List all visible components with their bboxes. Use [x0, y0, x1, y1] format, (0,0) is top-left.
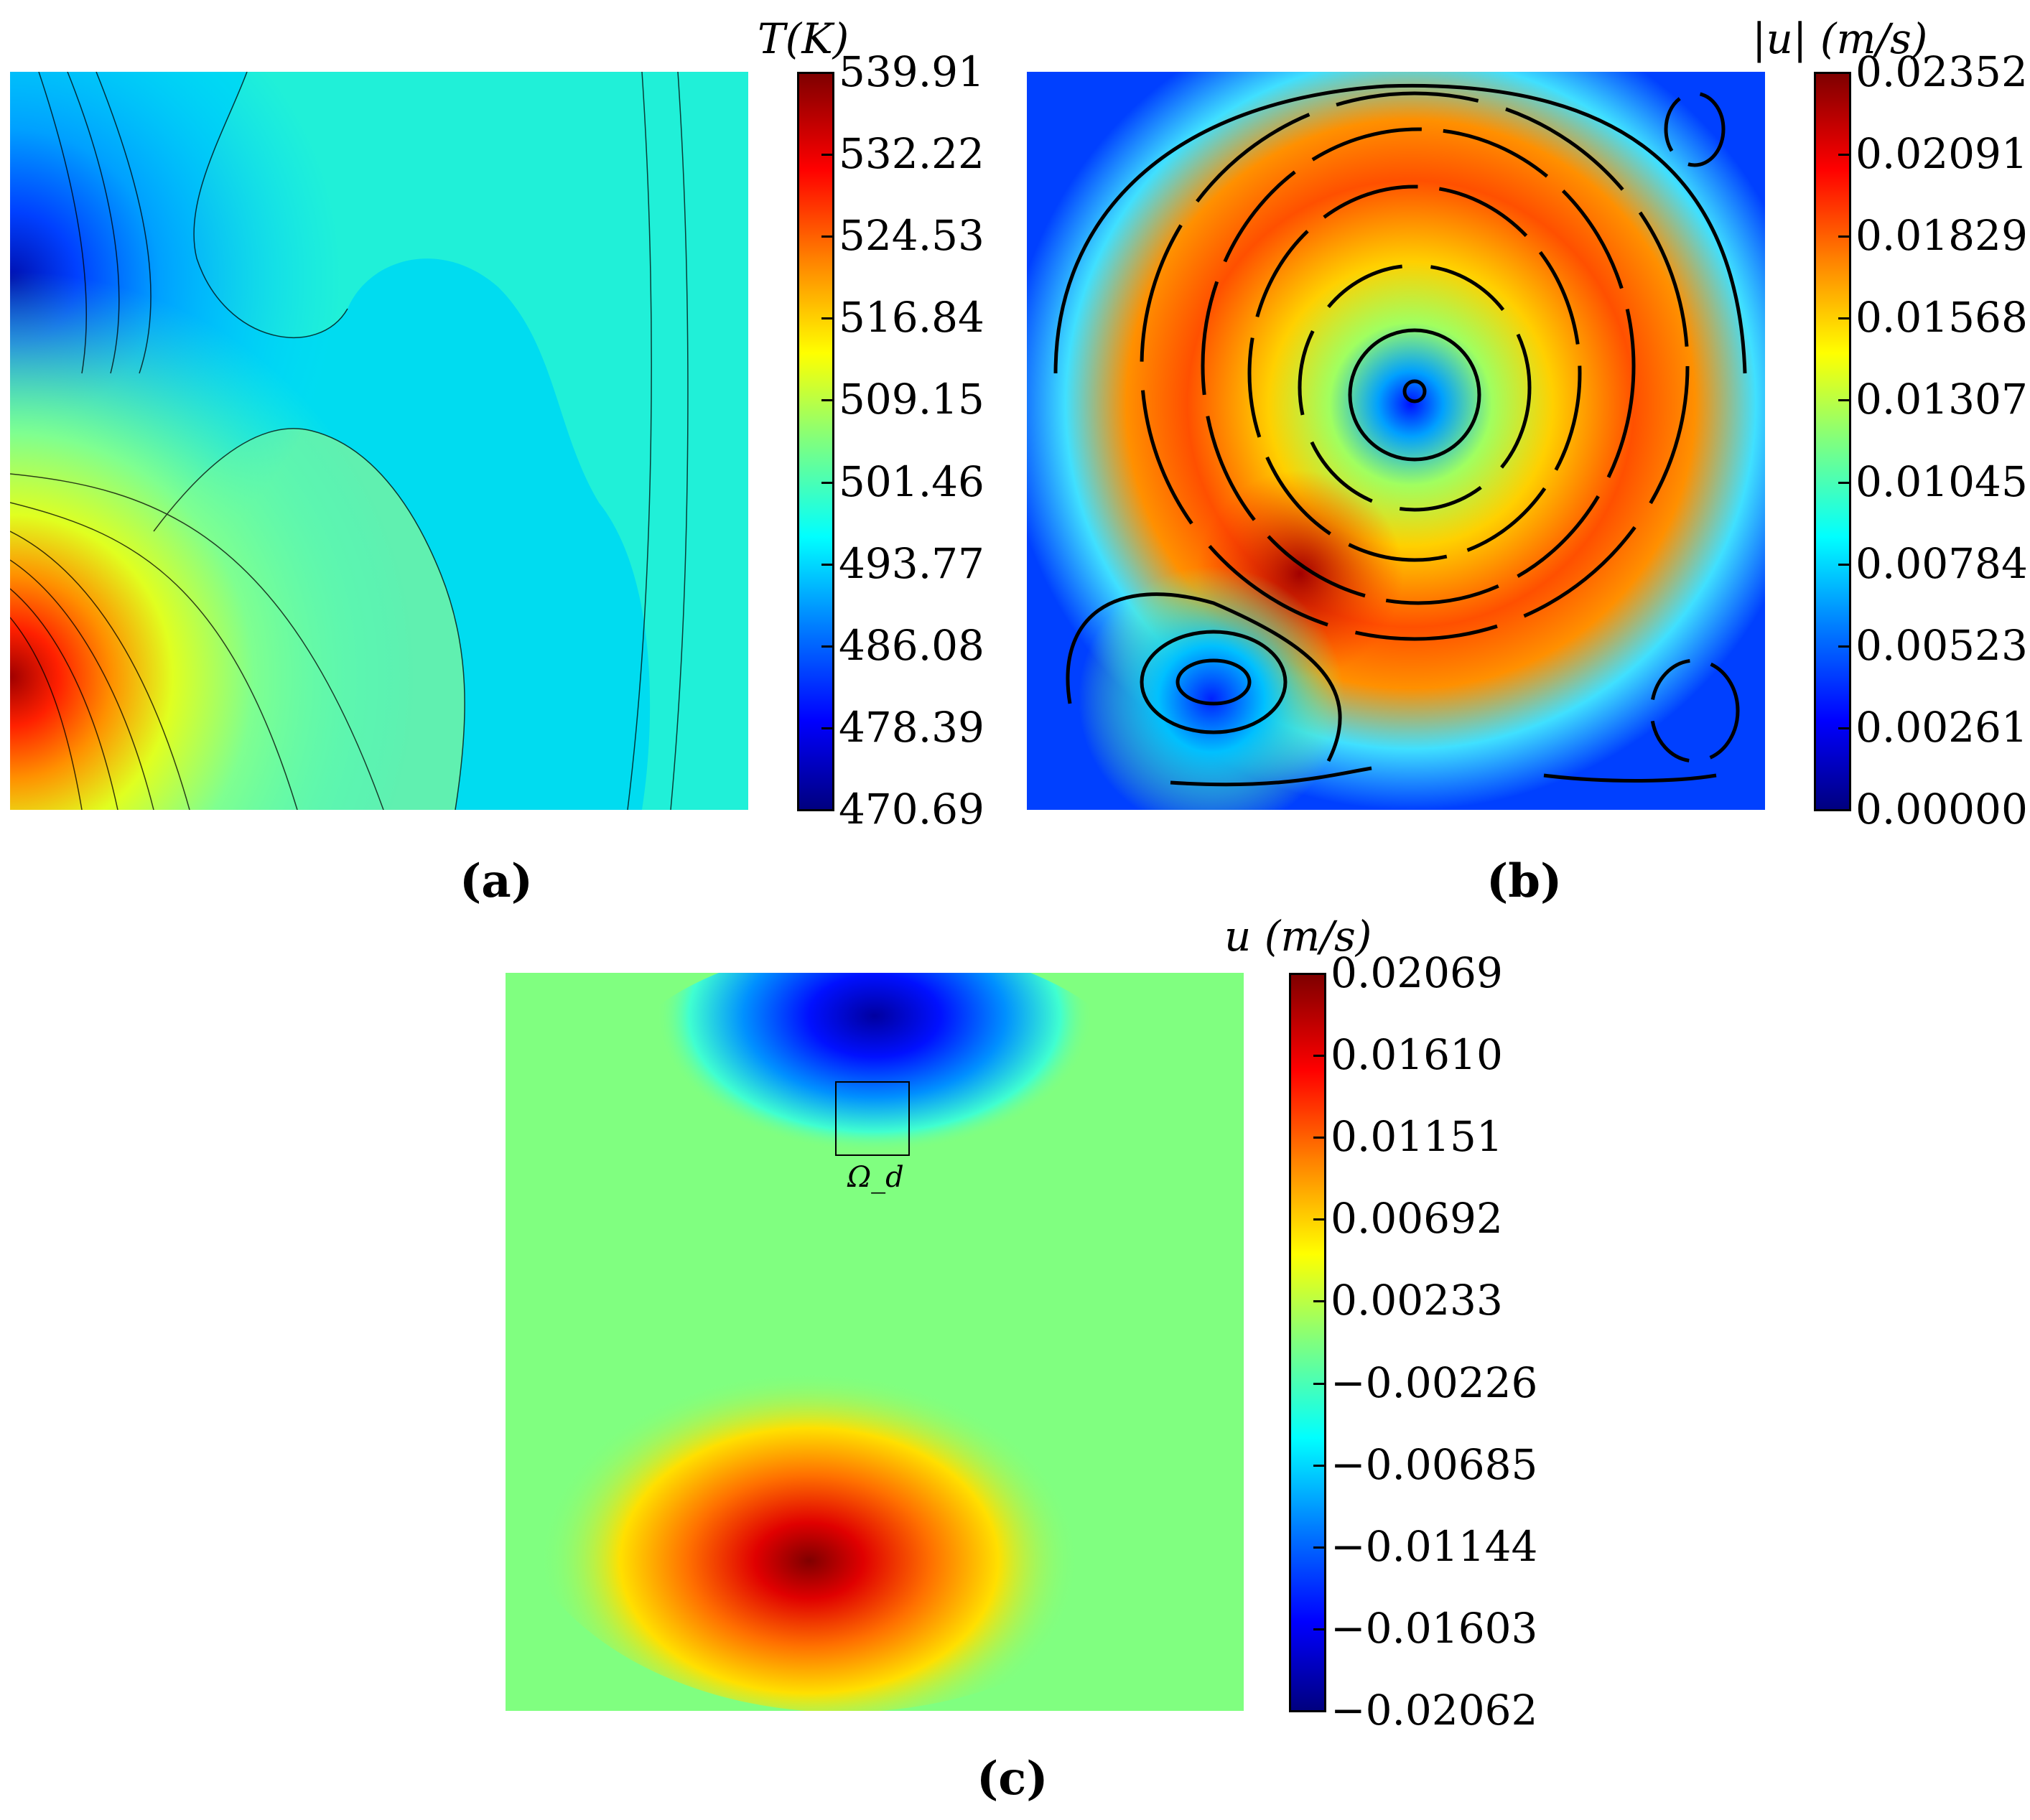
colorbar-tick-mark: [821, 809, 834, 811]
colorbar-tick-mark: [1838, 317, 1851, 320]
panel-label-b: (b): [1486, 854, 1563, 908]
colorbar-tick-mark: [1313, 1710, 1326, 1712]
panel-label-a: (a): [460, 854, 534, 908]
colorbar-tick-mark: [1838, 727, 1851, 729]
colorbar-tick-label: 539.91: [839, 47, 984, 96]
temperature-contour-plot: [10, 72, 748, 810]
colorbar-tick-mark: [821, 645, 834, 648]
colorbar-tick-mark: [1838, 563, 1851, 566]
panel-label-c: (c): [977, 1752, 1048, 1806]
colorbar-tick-mark: [1838, 645, 1851, 648]
colorbar-tick-mark: [1313, 973, 1326, 975]
colorbar-tick-mark: [1838, 481, 1851, 484]
colorbar-tick-label: 532.22: [839, 129, 984, 179]
colorbar-tick-label: 470.69: [839, 785, 984, 834]
colorbar-tick-label: −0.00685: [1331, 1439, 1538, 1489]
colorbar-tick-label: −0.00226: [1331, 1358, 1538, 1407]
colorbar-tick-mark: [821, 563, 834, 566]
colorbar-tick-mark: [821, 235, 834, 238]
colorbar-tick-mark: [1313, 1137, 1326, 1139]
colorbar-c-title: u (m/s): [1224, 912, 1372, 961]
colorbar-tick-label: 0.02069: [1331, 948, 1503, 997]
colorbar-tick-label: 0.01045: [1856, 457, 2028, 506]
colorbar-tick-label: 0.00000: [1856, 785, 2028, 834]
colorbar-tick-label: 0.00784: [1856, 538, 2028, 588]
colorbar-b-title: |u| (m/s): [1752, 14, 1928, 63]
colorbar-tick-mark: [1313, 1628, 1326, 1630]
colorbar-tick-label: 0.01568: [1856, 293, 2028, 342]
colorbar-tick-mark: [821, 399, 834, 402]
horizontal-velocity-plot: Ω_d: [506, 973, 1244, 1711]
colorbar-tick-label: 524.53: [839, 211, 984, 261]
colorbar-tick-label: 0.02352: [1856, 47, 2028, 96]
colorbar-tick-label: 0.00233: [1331, 1276, 1503, 1325]
colorbar-a-title: T(K): [758, 14, 849, 63]
colorbar-tick-mark: [1313, 1382, 1326, 1385]
colorbar-tick-mark: [821, 154, 834, 157]
colorbar-tick-mark: [1313, 1464, 1326, 1467]
colorbar-tick-label: 0.01307: [1856, 375, 2028, 424]
colorbar-tick-mark: [1313, 1546, 1326, 1549]
colorbar-tick-label: 0.02091: [1856, 129, 2028, 179]
colorbar-tick-label: 0.00523: [1856, 620, 2028, 670]
colorbar-tick-mark: [1313, 1300, 1326, 1303]
colorbar-tick-label: 478.39: [839, 702, 984, 752]
colorbar-a: [797, 72, 834, 811]
colorbar-tick-mark: [1313, 1218, 1326, 1221]
colorbar-b: [1814, 72, 1851, 811]
colorbar-tick-mark: [1838, 399, 1851, 402]
colorbar-tick-mark: [1313, 1055, 1326, 1058]
colorbar-tick-mark: [821, 72, 834, 74]
colorbar-tick-label: 516.84: [839, 293, 984, 342]
colorbar-tick-label: 0.01829: [1856, 211, 2028, 261]
omega-d-label: Ω_d: [847, 1161, 904, 1194]
colorbar-tick-mark: [821, 727, 834, 729]
colorbar-tick-mark: [1838, 235, 1851, 238]
colorbar-tick-label: 493.77: [839, 538, 984, 588]
colorbar-c: [1289, 973, 1326, 1712]
colorbar-tick-label: −0.01603: [1331, 1603, 1538, 1653]
colorbar-tick-label: −0.02062: [1331, 1686, 1538, 1735]
colorbar-tick-mark: [1838, 154, 1851, 157]
colorbar-tick-label: 0.01610: [1331, 1030, 1503, 1080]
colorbar-tick-label: −0.01144: [1331, 1521, 1538, 1571]
colorbar-tick-label: 486.08: [839, 620, 984, 670]
colorbar-tick-label: 0.00692: [1331, 1194, 1503, 1243]
colorbar-tick-label: 0.01151: [1331, 1112, 1503, 1162]
colorbar-tick-label: 0.00261: [1856, 702, 2028, 752]
colorbar-tick-mark: [821, 481, 834, 484]
velocity-magnitude-streamline-plot: [1027, 72, 1765, 810]
colorbar-tick-label: 509.15: [839, 375, 984, 424]
colorbar-tick-mark: [1838, 72, 1851, 74]
colorbar-tick-mark: [821, 317, 834, 320]
colorbar-tick-mark: [1838, 809, 1851, 811]
colorbar-tick-label: 501.46: [839, 457, 984, 506]
